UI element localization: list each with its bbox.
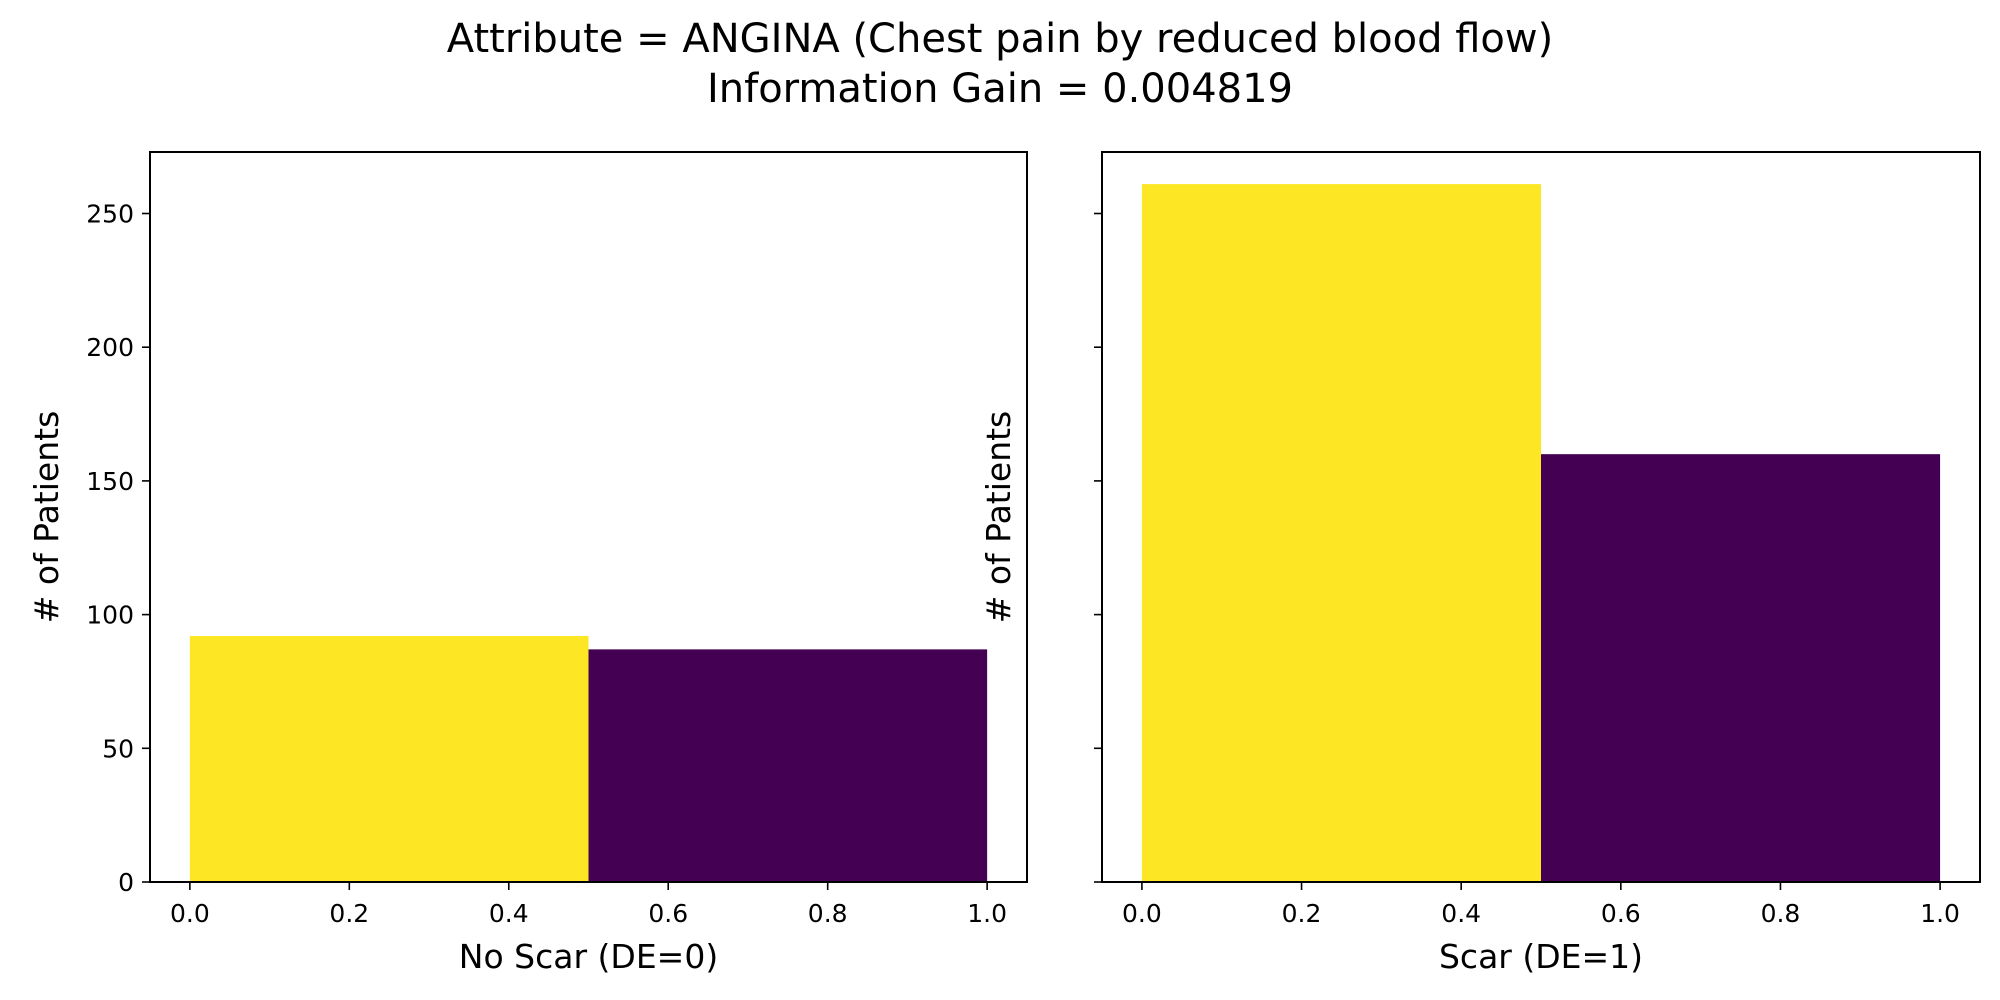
subplot-1: 0.0 0.2 0.4 0.6 0.8 1.0 0 50 100 150 200 250 No Scar… [27,151,1028,976]
x-tick-label: 0.6 [648,899,688,928]
x-tick-label: 0.4 [1441,899,1481,928]
x-axis-label: No Scar (DE=0) [459,937,718,976]
plot-frame [1101,151,1981,883]
y-tick-label: 150 [86,467,134,496]
y-tick-label: 200 [86,333,134,362]
x-tick-label: 0.6 [1601,899,1641,928]
x-tick-label: 1.0 [1920,899,1960,928]
x-tick-label: 0.8 [808,899,848,928]
x-tick-label: 0.2 [329,899,369,928]
histogram-bar [1541,454,1941,882]
y-tick-label: 0 [118,868,134,897]
y-tick-label: 250 [86,200,134,229]
y-tick-label: 100 [86,601,134,630]
x-tick-label: 1.0 [967,899,1007,928]
x-tick-label: 0.0 [170,899,210,928]
histogram-bar [189,635,589,882]
subplot-2: 0.0 0.2 0.4 0.6 0.8 1.0 Scar (DE=1) # of Patien… [979,151,1981,976]
y-tick-label: 50 [102,734,134,763]
x-tick-label: 0.0 [1122,899,1162,928]
subplot-panels: 0.0 0.2 0.4 0.6 0.8 1.0 0 50 100 150 200 250 No Scar… [27,151,1981,976]
histogram-bar [1141,184,1541,883]
x-axis-label: Scar (DE=1) [1439,937,1643,976]
chart-title-line-1: Attribute = ANGINA (Chest pain by reduce… [447,16,1553,62]
plot-frame [149,151,1028,883]
x-tick-label: 0.8 [1761,899,1801,928]
histogram-bar [588,649,988,882]
y-axis-label: # of Patients [979,411,1018,624]
x-tick-label: 0.2 [1282,899,1322,928]
x-tick-label: 0.4 [489,899,529,928]
y-axis-label: # of Patients [27,411,66,624]
chart-title-line-2: Information Gain = 0.004819 [707,66,1293,112]
